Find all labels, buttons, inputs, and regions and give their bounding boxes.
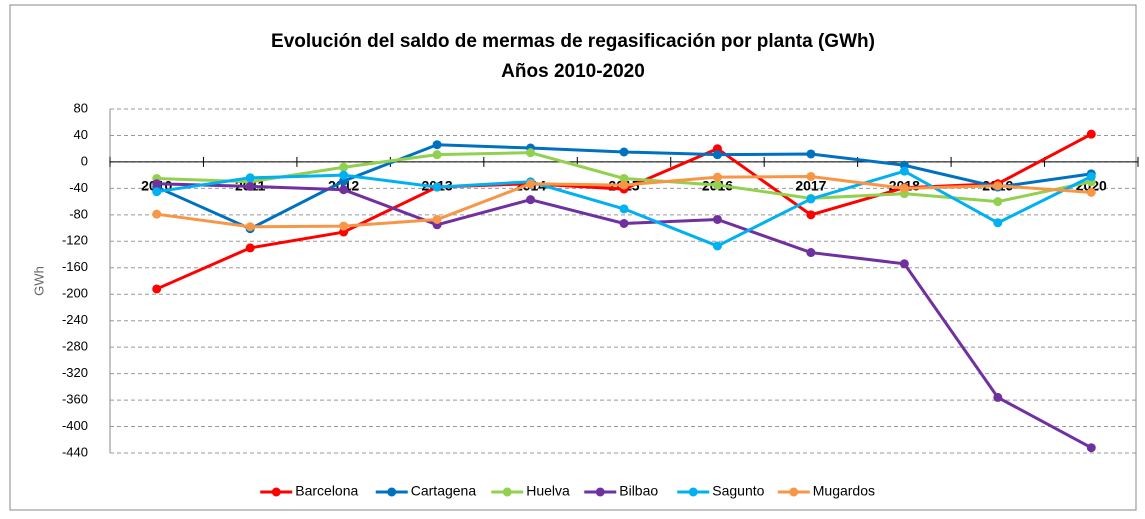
y-axis-title: GWh xyxy=(31,266,46,296)
data-point xyxy=(712,241,722,251)
legend-marker xyxy=(271,487,281,497)
x-tick-label: 2017 xyxy=(795,178,826,194)
y-tick-label: -400 xyxy=(62,418,88,433)
data-point xyxy=(1086,129,1096,139)
y-tick-label: -80 xyxy=(69,206,88,221)
legend-marker xyxy=(595,487,605,497)
data-point xyxy=(899,183,909,193)
data-point xyxy=(993,392,1003,402)
data-point xyxy=(619,218,629,228)
data-point xyxy=(339,170,349,180)
y-tick-label: -280 xyxy=(62,339,88,354)
data-point xyxy=(152,209,162,219)
data-point xyxy=(339,185,349,195)
data-point xyxy=(1086,171,1096,181)
data-point xyxy=(1086,187,1096,197)
data-point xyxy=(806,210,816,220)
y-tick-label: 0 xyxy=(81,153,88,168)
chart-title: Evolución del saldo de mermas de regasif… xyxy=(271,31,875,52)
data-point xyxy=(806,149,816,159)
y-tick-label: -360 xyxy=(62,392,88,407)
legend-label: Barcelona xyxy=(295,483,358,499)
y-tick-label: -160 xyxy=(62,259,88,274)
y-tick-label: 40 xyxy=(74,127,88,142)
data-point xyxy=(712,180,722,190)
data-point xyxy=(993,218,1003,228)
data-point xyxy=(619,147,629,157)
data-point xyxy=(245,243,255,253)
data-point xyxy=(1086,443,1096,453)
data-point xyxy=(526,179,536,189)
data-point xyxy=(806,194,816,204)
data-point xyxy=(526,195,536,205)
data-point xyxy=(993,181,1003,191)
data-point xyxy=(152,187,162,197)
legend-label: Sagunto xyxy=(712,483,764,499)
data-point xyxy=(712,172,722,182)
legend-label: Mugardos xyxy=(813,483,875,499)
legend-label: Cartagena xyxy=(411,483,477,499)
data-point xyxy=(245,181,255,191)
data-point xyxy=(432,214,442,224)
legend-marker xyxy=(502,487,512,497)
data-point xyxy=(526,148,536,158)
legend-label: Bilbao xyxy=(619,483,658,499)
data-point xyxy=(339,221,349,231)
data-point xyxy=(339,162,349,172)
data-point xyxy=(152,284,162,294)
data-point xyxy=(712,150,722,160)
data-point xyxy=(432,150,442,160)
data-point xyxy=(245,222,255,232)
data-point xyxy=(993,197,1003,207)
data-point xyxy=(432,140,442,150)
y-tick-label: -40 xyxy=(69,180,88,195)
data-point xyxy=(619,180,629,190)
legend-marker xyxy=(387,487,397,497)
data-point xyxy=(152,179,162,189)
chart-border xyxy=(9,4,1137,511)
y-tick-label: -320 xyxy=(62,365,88,380)
data-point xyxy=(899,166,909,176)
data-point xyxy=(712,214,722,224)
legend-label: Huelva xyxy=(526,483,570,499)
data-point xyxy=(806,248,816,258)
data-point xyxy=(619,204,629,214)
data-point xyxy=(899,259,909,269)
y-tick-label: -120 xyxy=(62,233,88,248)
data-point xyxy=(619,173,629,183)
y-tick-label: -200 xyxy=(62,286,88,301)
data-point xyxy=(806,171,816,181)
chart-subtitle: Años 2010-2020 xyxy=(501,61,645,82)
legend-marker xyxy=(789,487,799,497)
y-tick-label: -240 xyxy=(62,312,88,327)
y-tick-label: -440 xyxy=(62,444,88,459)
data-point xyxy=(245,173,255,183)
y-tick-label: 80 xyxy=(74,100,88,115)
data-point xyxy=(432,182,442,192)
legend-marker xyxy=(688,487,698,497)
